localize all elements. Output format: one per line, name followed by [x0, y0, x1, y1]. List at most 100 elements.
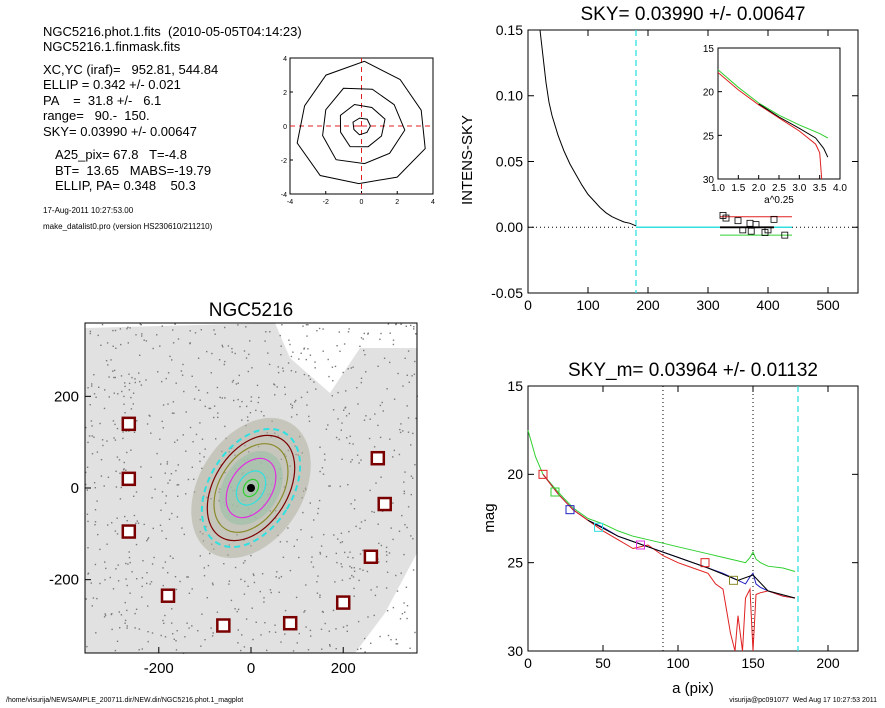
image-speckle	[324, 622, 326, 625]
image-speckle	[224, 425, 226, 428]
image-speckle	[267, 352, 269, 354]
image-speckle	[380, 476, 382, 478]
image-speckle	[290, 370, 293, 372]
image-speckle	[116, 517, 118, 519]
image-speckle	[405, 325, 407, 327]
image-speckle	[247, 370, 249, 373]
image-speckle	[106, 543, 108, 545]
image-speckle	[95, 632, 97, 634]
image-speckle	[224, 326, 226, 329]
header-line-8: A25_pix= 67.8 T=-4.8	[55, 147, 188, 162]
image-speckle	[319, 446, 321, 448]
sky-box	[335, 595, 351, 610]
image-speckle	[127, 342, 129, 344]
image-speckle	[273, 384, 276, 386]
image-speckle	[132, 403, 134, 405]
image-speckle	[167, 372, 170, 374]
image-speckle	[131, 376, 133, 379]
image-speckle	[174, 441, 176, 443]
image-speckle	[118, 459, 121, 461]
image-speckle	[130, 408, 133, 410]
image-speckle	[91, 383, 93, 385]
image-speckle	[212, 632, 214, 634]
image-speckle	[264, 622, 266, 624]
image-speckle	[208, 407, 210, 410]
image-speckle	[231, 347, 233, 350]
image-speckle	[404, 524, 406, 526]
profile-sky-box	[764, 226, 772, 234]
image-speckle	[366, 570, 369, 573]
image-speckle	[181, 527, 183, 529]
image-speckle	[138, 649, 140, 651]
image-speckle	[115, 347, 117, 349]
image-speckle	[149, 583, 151, 585]
image-speckle	[399, 431, 402, 434]
image-speckle	[277, 366, 279, 368]
image-speckle	[198, 389, 200, 391]
mag-marker-box	[565, 505, 575, 515]
image-speckle	[222, 346, 224, 348]
image-speckle	[278, 577, 280, 579]
image-speckle	[179, 580, 181, 583]
contour-line	[352, 117, 371, 136]
image-speckle	[332, 380, 334, 382]
image-speckle	[86, 466, 89, 468]
image-speckle	[264, 340, 266, 342]
image-speckle	[94, 521, 97, 523]
mag-title: SKY_m= 0.03964 +/- 0.01132	[568, 360, 818, 381]
image-speckle	[135, 543, 138, 546]
mag-xtick-label: 150	[741, 655, 765, 671]
image-speckle	[209, 407, 212, 410]
image-speckle	[263, 415, 265, 417]
image-speckle	[189, 426, 192, 429]
image-speckle	[300, 352, 302, 354]
image-speckle	[291, 404, 294, 407]
image-speckle	[364, 354, 366, 356]
image-speckle	[124, 622, 126, 624]
image-speckle	[317, 507, 320, 510]
image-speckle	[278, 591, 280, 593]
image-speckle	[328, 630, 330, 632]
image-speckle	[284, 633, 286, 635]
image-speckle	[230, 599, 233, 602]
image-speckle	[354, 499, 356, 501]
image-speckle	[336, 345, 338, 347]
image-speckle	[346, 624, 348, 627]
image-speckle	[294, 401, 296, 403]
image-speckle	[146, 572, 148, 574]
image-speckle	[290, 355, 293, 358]
image-speckle	[388, 552, 391, 554]
image-speckle	[168, 518, 171, 520]
footer-user: visurija@pc091077 Wed Aug 17 10:27:53 20…	[729, 697, 877, 704]
image-speckle	[373, 511, 375, 513]
image-speckle	[290, 403, 292, 405]
image-speckle	[298, 556, 300, 559]
image-speckle	[360, 377, 363, 379]
image-speckle	[152, 347, 154, 350]
image-speckle	[123, 468, 125, 470]
image-speckle	[201, 438, 204, 440]
image-speckle	[255, 409, 257, 412]
image-speckle	[404, 611, 406, 613]
image-speckle	[116, 456, 119, 458]
image-speckle	[379, 436, 382, 439]
image-speckle	[143, 523, 145, 526]
image-speckle	[131, 571, 133, 573]
image-speckle	[94, 563, 97, 566]
image-speckle	[162, 404, 165, 406]
image-speckle	[211, 582, 214, 584]
image-speckle	[241, 400, 243, 403]
image-speckle	[373, 446, 376, 448]
header-line-7: SKY= 0.03990 +/- 0.00647	[43, 124, 197, 139]
contour-line	[322, 87, 406, 165]
image-speckle	[99, 548, 101, 551]
image-speckle	[370, 589, 372, 591]
mag-ytick-label: 30	[507, 643, 523, 659]
image-speckle	[392, 456, 394, 458]
image-speckle	[385, 587, 388, 589]
image-speckle	[319, 551, 321, 554]
image-speckle	[349, 577, 351, 580]
image-speckle	[147, 631, 149, 633]
mag-ytick-label: 15	[507, 378, 523, 394]
image-speckle	[146, 582, 148, 585]
